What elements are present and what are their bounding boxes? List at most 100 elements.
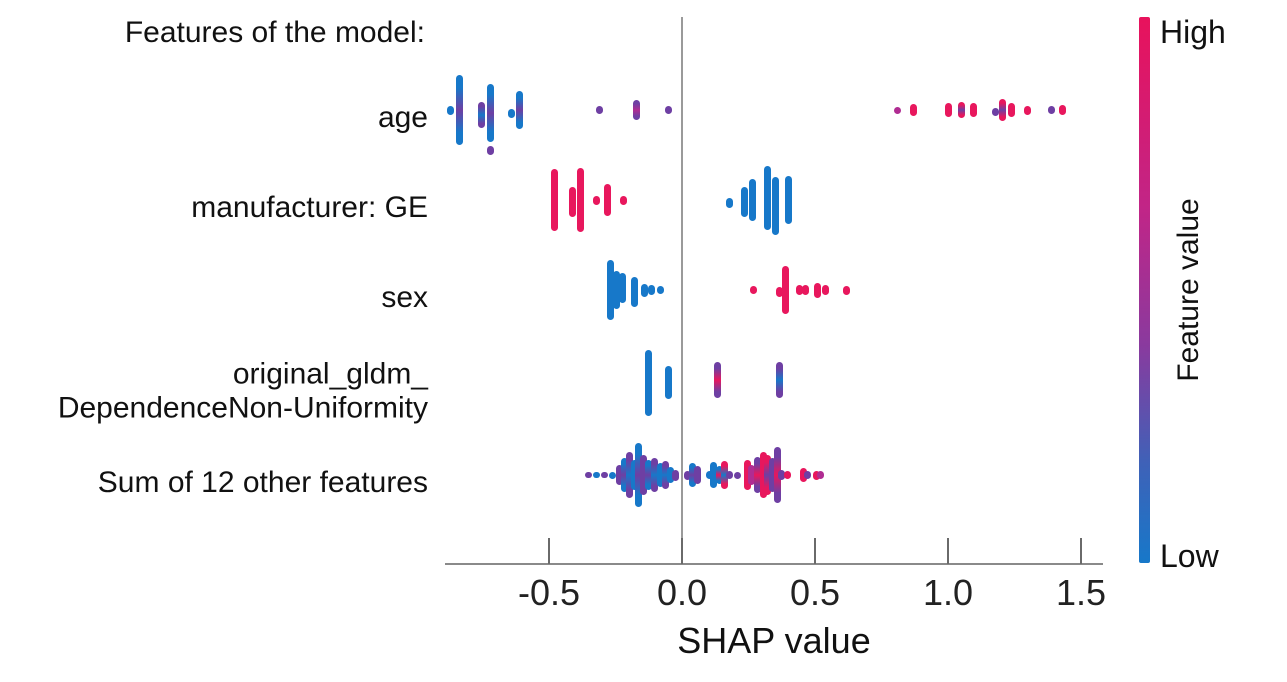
x-tick-label: -0.5 [517, 572, 581, 613]
x-tick-label: 0.5 [789, 572, 841, 613]
shap-point [656, 463, 664, 487]
feature-label: sex [381, 281, 428, 315]
shap-point [768, 458, 776, 492]
shap-point [721, 461, 729, 489]
shap-point [593, 195, 601, 205]
shap-point [634, 443, 642, 507]
colorbar-high-label: High [1160, 14, 1226, 50]
x-axis-title: SHAP value [677, 620, 871, 661]
shap-point [803, 471, 811, 479]
shap-point [596, 106, 604, 114]
shap-point [665, 106, 673, 114]
shap-point [710, 462, 718, 488]
shap-point [726, 471, 734, 479]
x-tick-mark [681, 538, 683, 564]
zero-reference-line [681, 17, 683, 565]
shap-point [775, 287, 783, 297]
feature-label: manufacturer: GE [191, 191, 428, 225]
shap-point [944, 103, 952, 117]
shap-point [667, 467, 675, 483]
shap-point [639, 455, 647, 495]
shap-point [799, 468, 807, 482]
shap-point [625, 452, 633, 498]
shap-point [650, 458, 658, 492]
shap-point [743, 460, 751, 490]
shap-point [750, 286, 758, 294]
shap-point [843, 285, 851, 295]
feature-label: Sum of 12 other features [97, 466, 428, 500]
shap-point [812, 470, 820, 480]
shap-point [784, 176, 792, 224]
shap-point [613, 271, 621, 309]
shap-point [734, 471, 742, 479]
shap-point [748, 179, 756, 221]
colorbar-gradient [1139, 17, 1150, 563]
x-tick-mark [814, 538, 816, 564]
x-axis-line [445, 563, 1103, 565]
x-tick-mark [548, 538, 550, 564]
feature-label: age [377, 101, 428, 135]
shap-point [447, 105, 455, 115]
shap-point [999, 99, 1007, 121]
shap-point [754, 457, 762, 493]
shap-point [630, 277, 638, 307]
x-tick-label: 0.0 [656, 572, 708, 613]
shap-point [516, 91, 524, 129]
shap-point [714, 362, 722, 398]
shap-point [802, 285, 810, 295]
colorbar-axis-label: Feature value [1172, 198, 1205, 382]
x-tick-label: 1.0 [922, 572, 974, 613]
shap-point [477, 102, 485, 128]
shap-point [456, 75, 464, 145]
x-tick-mark [947, 538, 949, 564]
shap-point [657, 286, 665, 294]
shap-point [601, 472, 609, 478]
shap-point [783, 471, 791, 479]
shap-point [633, 100, 641, 120]
shap-point [593, 472, 601, 478]
shap-point [759, 452, 767, 498]
shap-point [764, 455, 772, 495]
shap-point [550, 169, 558, 231]
shap-point [606, 260, 614, 320]
x-tick-mark [1080, 538, 1082, 564]
shap-point [1024, 105, 1032, 115]
shap-point [741, 187, 748, 217]
shap-point [778, 470, 786, 480]
shap-point [604, 184, 612, 216]
shap-point [671, 469, 679, 481]
shap-point [816, 471, 824, 479]
shap-point [619, 195, 627, 205]
shap-point [689, 463, 697, 487]
shap-point [771, 177, 779, 235]
shap-point [992, 108, 1000, 116]
shap-point [621, 458, 629, 492]
shap-point [615, 465, 623, 485]
shap-point [795, 285, 803, 295]
shap-point [822, 285, 830, 295]
shap-point [773, 447, 781, 503]
x-tick-label: 1.5 [1055, 572, 1107, 613]
shap-point [957, 102, 965, 118]
shap-point [909, 104, 917, 116]
shap-point [665, 365, 673, 399]
shap-point [1058, 105, 1066, 115]
shap-point [641, 283, 649, 297]
shap-point [775, 362, 783, 398]
shap-point [1008, 103, 1016, 117]
shap-point [694, 466, 702, 484]
shap-point [715, 466, 723, 484]
shap-point [748, 465, 756, 485]
figure-title: Features of the model: [124, 16, 425, 49]
shap-point [969, 103, 977, 117]
shap-point [609, 471, 617, 479]
shap-point [662, 461, 669, 489]
shap-point [618, 273, 626, 303]
shap-point [763, 166, 771, 230]
feature-label: original_gldm_ DependenceNon-Uniformity [57, 357, 428, 424]
colorbar-low-label: Low [1160, 538, 1219, 574]
shap-point [1048, 106, 1056, 114]
shap-point [645, 350, 653, 416]
shap-point [645, 460, 653, 490]
